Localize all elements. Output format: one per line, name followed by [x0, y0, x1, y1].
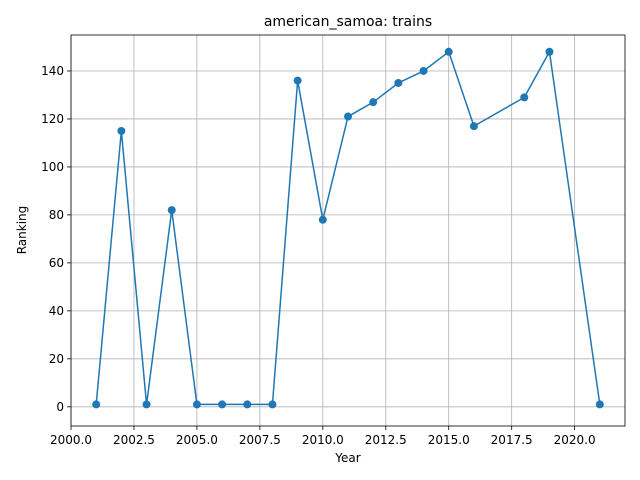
data-point: [469, 122, 478, 131]
data-point: [192, 400, 201, 409]
data-point: [369, 98, 378, 107]
x-tick-label: 2002.5: [113, 433, 155, 447]
x-axis-ticks: 2000.0 2002.5 2005.0 2007.5 2010.0 2012.5 2015…: [50, 426, 596, 447]
x-tick-label: 2017.5: [491, 433, 533, 447]
data-point: [444, 47, 453, 56]
data-point: [595, 400, 604, 409]
plot-frame: [70, 34, 626, 427]
x-tick-label: 2012.5: [365, 433, 407, 447]
data-point: [394, 78, 403, 87]
x-tick-label: 2015.0: [428, 433, 470, 447]
y-tick-label: 40: [49, 304, 64, 318]
data-point: [318, 215, 327, 224]
y-tick-label: 60: [49, 256, 64, 270]
data-point: [218, 400, 227, 409]
x-axis-label: Year: [334, 451, 360, 465]
series-group: [92, 47, 604, 409]
y-tick-label: 0: [56, 400, 64, 414]
y-axis-ticks: 0 20 40 60 80 100 120 140: [41, 64, 71, 414]
x-tick-label: 2020.0: [554, 433, 596, 447]
y-tick-label: 20: [49, 352, 64, 366]
x-tick-label: 2005.0: [176, 433, 218, 447]
data-point: [142, 400, 151, 409]
data-point: [419, 66, 428, 75]
data-point: [117, 126, 126, 135]
data-point: [344, 112, 352, 121]
x-tick-label: 2000.0: [50, 433, 92, 447]
x-tick-label: 2007.5: [239, 433, 281, 447]
data-point: [293, 76, 302, 85]
data-point: [167, 206, 176, 215]
data-point: [243, 400, 252, 409]
y-tick-label: 140: [41, 64, 64, 78]
data-point: [268, 400, 277, 409]
data-point: [92, 400, 101, 409]
grid: [70, 35, 625, 426]
chart-title: american_samoa: trains: [264, 14, 432, 30]
y-tick-label: 80: [49, 208, 64, 222]
data-point: [520, 93, 529, 102]
data-point: [545, 47, 554, 56]
y-tick-label: 100: [41, 160, 64, 174]
y-tick-label: 120: [41, 112, 64, 126]
y-axis-label: Ranking: [15, 206, 29, 255]
x-tick-label: 2010.0: [302, 433, 344, 447]
